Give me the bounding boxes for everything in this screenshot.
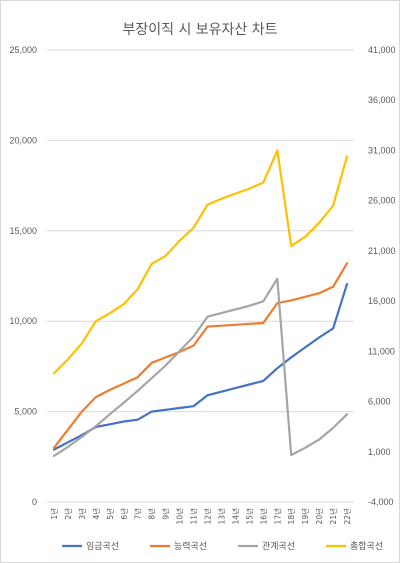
right-tick-label: 6,000 bbox=[368, 397, 391, 407]
right-tick-label: 36,000 bbox=[368, 95, 396, 105]
x-tick-label: 20년 bbox=[314, 508, 324, 525]
series-line-4 bbox=[52, 149, 349, 375]
legend-label: 능력곡선 bbox=[174, 540, 207, 552]
x-tick-label: 3년 bbox=[77, 508, 87, 520]
right-axis-ticks: -4,000 1,000 6,000 11,000 16,000 21,000 26,000… bbox=[368, 45, 396, 507]
left-tick-label: 20,000 bbox=[9, 135, 37, 145]
series-line-3 bbox=[52, 277, 349, 457]
left-tick-label: 10,000 bbox=[9, 316, 37, 326]
x-tick-label: 22년 bbox=[342, 508, 352, 525]
series-line-2 bbox=[52, 262, 349, 449]
right-tick-label: 11,000 bbox=[368, 346, 395, 356]
right-tick-label: 21,000 bbox=[368, 246, 396, 256]
legend-label: 임금곡선 bbox=[86, 540, 119, 552]
right-tick-label: 1,000 bbox=[368, 447, 391, 457]
x-tick-label: 1년 bbox=[49, 508, 59, 520]
left-tick-label: 25,000 bbox=[9, 45, 37, 55]
x-tick-label: 7년 bbox=[133, 508, 143, 520]
x-tick-label: 6년 bbox=[119, 508, 129, 520]
x-tick-label: 11년 bbox=[189, 508, 199, 525]
legend-label: 관계곡선 bbox=[262, 540, 295, 552]
right-tick-label: -4,000 bbox=[368, 497, 394, 507]
legend: 임금곡선 능력곡선 관계곡선 총합곡선 bbox=[62, 540, 383, 552]
legend-label: 총합곡선 bbox=[350, 541, 383, 552]
right-tick-label: 26,000 bbox=[368, 196, 396, 206]
x-tick-label: 4년 bbox=[91, 508, 101, 520]
x-tick-label: 19년 bbox=[300, 508, 310, 525]
chart-title: 부장이직 시 보유자산 차트 bbox=[122, 22, 277, 38]
x-tick-label: 9년 bbox=[161, 508, 171, 520]
x-tick-label: 17년 bbox=[272, 508, 282, 525]
x-tick-label: 12년 bbox=[202, 508, 212, 525]
left-tick-label: 0 bbox=[32, 497, 37, 507]
series-lines bbox=[52, 149, 349, 457]
gridlines bbox=[47, 49, 354, 503]
x-axis-ticks: 1년 2년 3년 4년 5년 6년 7년 8년 9년 10년 11년 12년 13년 14년 15년 16년 1… bbox=[49, 508, 352, 525]
series-line-1 bbox=[52, 283, 349, 451]
x-tick-label: 8년 bbox=[147, 508, 157, 520]
x-tick-label: 21년 bbox=[328, 508, 338, 525]
x-tick-label: 16년 bbox=[258, 508, 268, 525]
right-tick-label: 16,000 bbox=[368, 296, 396, 306]
left-axis-ticks: 0 5,000 10,000 15,000 20,000 25,000 bbox=[9, 45, 37, 507]
left-tick-label: 15,000 bbox=[9, 226, 37, 236]
x-tick-label: 5년 bbox=[105, 508, 115, 520]
x-tick-label: 15년 bbox=[244, 508, 254, 525]
right-tick-label: 41,000 bbox=[368, 45, 396, 55]
x-tick-label: 13년 bbox=[216, 508, 226, 525]
x-tick-label: 2년 bbox=[63, 508, 73, 520]
left-tick-label: 5,000 bbox=[14, 407, 37, 417]
x-tick-label: 10년 bbox=[175, 508, 185, 525]
right-tick-label: 31,000 bbox=[368, 145, 396, 155]
x-tick-label: 14년 bbox=[230, 508, 240, 525]
x-tick-label: 18년 bbox=[286, 508, 296, 525]
